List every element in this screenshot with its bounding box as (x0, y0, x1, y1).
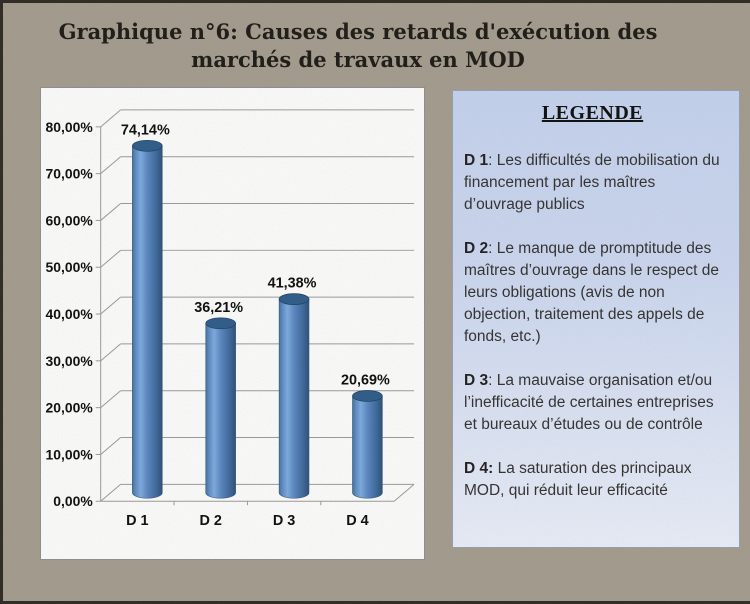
y-tick-labels: 0,00% 10,00% 20,00% 30,00% 40,00% 50,00% 60,00… (46, 119, 94, 509)
depth-line (100, 437, 121, 455)
x-category-label: D 2 (200, 513, 222, 529)
chart-title-line1: Graphique n°6: Causes des retards d'exéc… (58, 19, 658, 44)
legend-term: D 1 (464, 152, 489, 169)
bar-cylinder-body (132, 145, 163, 499)
y-tick-label: 0,00% (53, 493, 93, 509)
bar-d2: 36,21% (194, 300, 243, 499)
bar-d1: 74,14% (121, 122, 170, 499)
depth-line (100, 109, 121, 128)
x-category-label: D 4 (346, 513, 368, 529)
legend-items: D 1: Les difficultés de mobilisation du … (464, 150, 721, 502)
legend-text: : La mauvaise organisation et/ou l’ineff… (464, 372, 714, 433)
legend-text: : Le manque de promptitude des maîtres d… (464, 240, 720, 345)
bar-value-label: 20,69% (341, 372, 390, 388)
bar-chart: 0,00% 10,00% 20,00% 30,00% 40,00% 50,00% 60,00… (46, 109, 415, 529)
legend-term: D 4: (464, 460, 494, 477)
chart-title: Graphique n°6: Causes des retards d'exéc… (0, 18, 716, 74)
depth-line (100, 203, 121, 221)
depth-line (100, 343, 121, 362)
y-tick-label: 30,00% (46, 353, 94, 369)
bar-value-label: 41,38% (268, 276, 317, 292)
y-tick-label: 80,00% (46, 119, 94, 135)
legend-title: LEGENDE (541, 102, 644, 124)
legend-term: D 2 (464, 240, 489, 257)
bar-d3: 41,38% (268, 276, 317, 499)
bar-cylinder-body (278, 298, 310, 499)
bar-value-label: 74,14% (121, 122, 170, 138)
depth-line (100, 156, 121, 175)
bar-d4: 20,69% (341, 372, 390, 499)
x-category-labels: D 1 D 2 D 3 D 4 (126, 513, 369, 529)
y-tick-label: 10,00% (46, 446, 94, 462)
legend-item-d1: D 1: Les difficultés de mobilisation du … (464, 150, 721, 216)
legend-item-d4: D 4: La saturation des principaux MOD, q… (464, 458, 721, 502)
depth-line (100, 390, 121, 409)
x-category-label: D 3 (273, 513, 295, 529)
bar-cylinder-top (205, 317, 236, 330)
bar-cylinder-top (352, 390, 383, 402)
y-tick-label: 20,00% (46, 400, 94, 416)
chart-title-line2: marchés de travaux en MOD (191, 47, 525, 72)
legend-panel: LEGENDE D 1: Les difficultés de mobilisa… (452, 90, 740, 548)
y-tick-label: 60,00% (46, 212, 94, 228)
floor-right-edge (393, 483, 415, 502)
legend-item-d3: D 3: La mauvaise organisation et/ou l’in… (464, 370, 721, 436)
legend-text: La saturation des principaux MOD, qui ré… (464, 460, 692, 499)
y-tick-label: 50,00% (46, 259, 94, 275)
depth-line (100, 483, 121, 502)
bar-value-label: 36,21% (194, 300, 243, 316)
chart-panel: 0,00% 10,00% 20,00% 30,00% 40,00% 50,00% 60,00… (40, 87, 425, 560)
page-edge-top (0, 0, 750, 3)
page-edge-left (0, 0, 3, 604)
legend-text: : Les difficultés de mobilisation du fin… (464, 152, 720, 213)
depth-line (100, 296, 121, 315)
x-category-label: D 1 (126, 513, 148, 529)
legend-term: D 3 (464, 372, 489, 389)
bar-cylinder-top (278, 293, 310, 305)
bar-cylinder-top (132, 139, 163, 152)
y-tick-label: 40,00% (46, 306, 94, 322)
y-tick-label: 70,00% (46, 166, 94, 182)
legend-item-d2: D 2: Le manque de promptitude des maître… (464, 238, 721, 348)
depth-line (100, 249, 121, 268)
bar-cylinder-body (352, 395, 383, 499)
bar-cylinder-body (205, 323, 236, 499)
